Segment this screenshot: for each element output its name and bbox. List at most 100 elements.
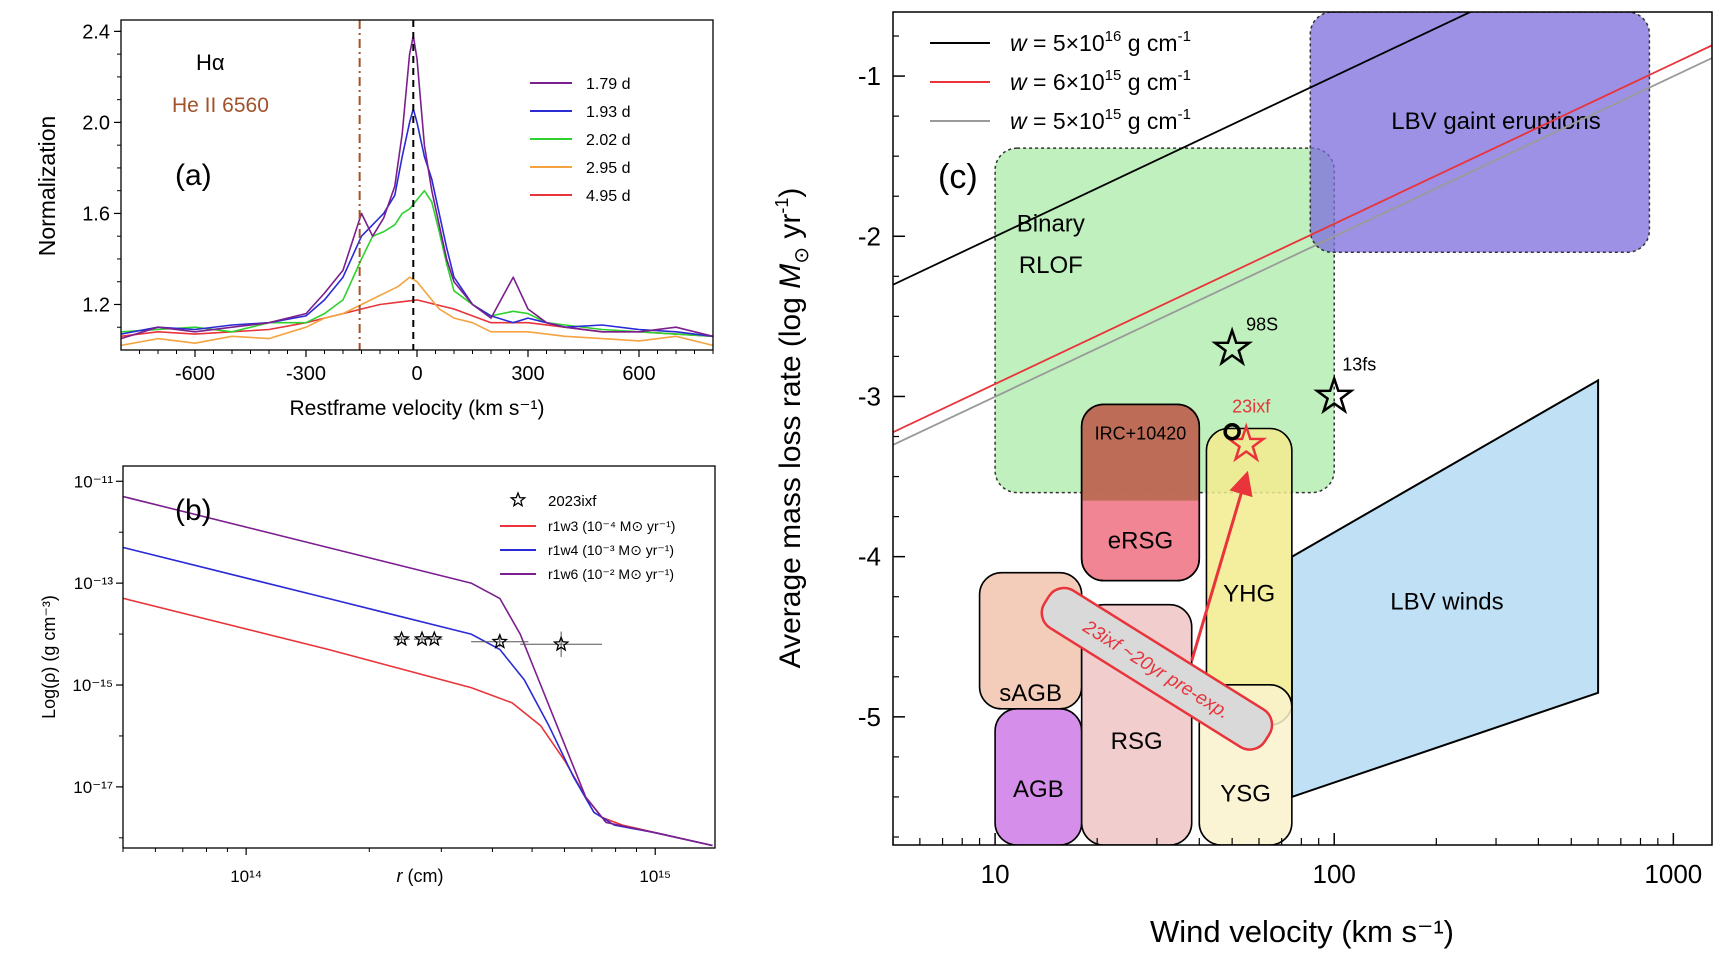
panel-b-point-star xyxy=(552,635,570,652)
panel-a-legend-label: 2.02 d xyxy=(586,132,630,149)
panel-c-region-label: LBV gaint eruptions xyxy=(1391,108,1600,135)
panel-c-y-tick-label: -3 xyxy=(858,381,881,411)
panel-c-star-label: 23ixf xyxy=(1232,397,1271,417)
panel-c-panel-label: (c) xyxy=(938,158,978,196)
panel-a-legend-label: 1.79 d xyxy=(586,76,630,93)
panel-c-y-axis-label: Average mass loss rate (log M⊙ yr-1) xyxy=(772,188,813,669)
panel-b-legend-label: r1w3 (10⁻⁴ M⊙ yr⁻¹) xyxy=(548,518,675,534)
panel-c-lines xyxy=(893,12,1712,446)
panel-a-y-tick-label: 1.6 xyxy=(82,203,110,225)
panel-b-legend-label: r1w4 (10⁻³ M⊙ yr⁻¹) xyxy=(548,542,674,558)
panel-a-y-axis-label: Normalization xyxy=(34,116,60,257)
panel-c-legend-symbol: w xyxy=(1010,69,1028,95)
panel-a: -600 -300 0 300 600 1.2 1.6 2.0 2.4 Restframe v… xyxy=(34,19,714,420)
panel-a-legend-label: 4.95 d xyxy=(586,188,630,205)
panel-c-legend-label: w = 5×1016 g cm-1 xyxy=(1010,28,1191,56)
panel-c-region-lbv-gaint-eruptions xyxy=(1309,12,1651,254)
panel-c-y-axis-label-close: ) xyxy=(774,188,807,198)
panel-a-legend-label: 1.93 d xyxy=(586,104,630,121)
panel-c-x-tick-label: 1000 xyxy=(1644,859,1702,889)
panel-c: LBV winds Binary RLOF LBV gaint eruptions IR… xyxy=(772,11,1713,949)
panel-c-region-label: RSG xyxy=(1111,728,1163,755)
panel-c-region-label: YHG xyxy=(1223,581,1275,608)
panel-c-legend-symbol: w xyxy=(1010,108,1028,134)
panel-c-legend-unit: g cm xyxy=(1121,69,1177,95)
panel-c-star-marker xyxy=(1211,326,1254,367)
panel-a-reference-lines xyxy=(358,20,415,350)
panel-c-region-label: IRC+10420 xyxy=(1095,424,1187,444)
panel-c-region-label: sAGB xyxy=(999,680,1062,707)
panel-a-legend: 1.79 d 1.93 d 2.02 d 2.95 d 4.95 d xyxy=(530,76,630,205)
panel-b-frame xyxy=(122,465,716,849)
panel-c-x-axis-label: Wind velocity (km s⁻¹) xyxy=(1150,914,1454,949)
panel-c-region-erst-outline xyxy=(1080,403,1201,582)
panel-c-star-label: 98S xyxy=(1246,314,1278,334)
panel-c-x-tick-label: 100 xyxy=(1313,859,1356,889)
panel-c-y-axis-label-exp: -1 xyxy=(772,198,792,214)
panel-a-x-tick-label: -600 xyxy=(175,363,215,385)
panel-b-point-star xyxy=(393,630,411,647)
panel-a-he-label: He II 6560 xyxy=(172,94,269,117)
panel-a-x-tick-label: 600 xyxy=(622,363,655,385)
panel-b-panel-label: (b) xyxy=(175,494,212,527)
panel-c-region-label: YSG xyxy=(1220,781,1271,808)
panel-a-y-ticks: 1.2 1.6 2.0 2.4 xyxy=(82,21,121,328)
panel-c-wind-density-line xyxy=(893,57,1712,446)
panel-b-x-tick-label: 10¹⁴ xyxy=(230,867,262,886)
panel-c-legend-text: = 6×10 xyxy=(1027,69,1105,95)
panel-c-y-axis-label-symbol: M xyxy=(774,264,807,289)
panel-c-y-ticks: -1 -2 -3 -4 -5 xyxy=(858,35,905,838)
panel-c-y-axis-label-unit: yr xyxy=(774,214,807,247)
panel-c-legend-label: w = 6×1015 g cm-1 xyxy=(1010,67,1191,95)
panel-c-legend-text: = 5×10 xyxy=(1027,30,1105,56)
panel-c-star-marker xyxy=(1313,374,1356,415)
panel-b-y-ticks: 10⁻¹¹ 10⁻¹³ 10⁻¹⁵ 10⁻¹⁷ xyxy=(72,472,123,839)
panel-c-legend-unit-exponent: -1 xyxy=(1178,106,1191,123)
panel-b-series-line xyxy=(123,495,713,847)
panel-c-region-label: eRSG xyxy=(1108,528,1173,555)
panel-c-legend-unit: g cm xyxy=(1121,108,1177,134)
panel-c-legend-exponent: 16 xyxy=(1105,28,1122,45)
panel-b-series-line xyxy=(123,597,713,847)
panel-c-wind-density-line xyxy=(893,44,1712,434)
panel-c-legend-unit-exponent: -1 xyxy=(1178,67,1191,84)
panel-c-regions: LBV winds Binary RLOF LBV gaint eruptions IR… xyxy=(978,12,1651,845)
panel-c-region-irc10420 xyxy=(1081,404,1200,501)
panel-c-region-label: AGB xyxy=(1013,776,1064,803)
panel-b-x-ticks: 10¹⁴ 10¹⁵ xyxy=(122,848,671,886)
panel-b-y-tick-label: 10⁻¹¹ xyxy=(74,472,114,491)
panel-a-x-tick-label: -300 xyxy=(286,363,326,385)
panel-b-x-tick-label: 10¹⁵ xyxy=(639,867,671,886)
panel-c-region-label: RLOF xyxy=(1019,252,1083,279)
panel-b-y-axis-label: Log(ρ) (g cm⁻³) xyxy=(39,595,59,719)
panel-a-x-tick-label: 300 xyxy=(511,363,544,385)
panel-c-y-axis-label-main: Average mass loss rate (log xyxy=(774,289,807,669)
panel-c-legend-exponent: 15 xyxy=(1105,67,1122,84)
panel-a-legend-label: 2.95 d xyxy=(586,160,630,177)
panel-a-series-line xyxy=(121,35,713,340)
panel-a-x-tick-label: 0 xyxy=(411,363,422,385)
panel-b-series-line xyxy=(123,546,713,847)
panel-c-legend-exponent: 15 xyxy=(1105,106,1122,123)
panel-c-y-tick-label: -5 xyxy=(858,702,881,732)
panel-c-star-label: 13fs xyxy=(1342,354,1376,374)
panel-c-wind-density-line xyxy=(893,12,1473,286)
panel-b-point-star xyxy=(491,632,509,649)
panel-c-legend: w = 5×1016 g cm-1w = 6×1015 g cm-1w = 5×… xyxy=(930,28,1191,134)
panel-b-x-axis-label: r (cm) xyxy=(397,866,444,886)
panel-c-x-tick-label: 10 xyxy=(981,859,1010,889)
panel-c-legend-label: w = 5×1015 g cm-1 xyxy=(1010,106,1191,134)
panel-b-points xyxy=(393,630,603,657)
panel-a-series-line xyxy=(121,189,713,338)
panel-a-plot-area xyxy=(121,35,713,347)
panel-b-y-tick-label: 10⁻¹³ xyxy=(74,574,114,593)
panel-c-y-tick-label: -2 xyxy=(858,221,881,251)
panel-c-arrow-label-box xyxy=(1040,586,1274,751)
panel-c-legend-unit: g cm xyxy=(1121,30,1177,56)
panel-a-y-tick-label: 2.0 xyxy=(82,112,110,134)
panel-b-x-axis-label-unit: (cm) xyxy=(403,866,444,886)
panel-c-y-tick-label: -1 xyxy=(858,61,881,91)
panel-b-y-tick-label: 10⁻¹⁷ xyxy=(73,778,113,797)
panel-a-y-tick-label: 1.2 xyxy=(82,294,110,316)
